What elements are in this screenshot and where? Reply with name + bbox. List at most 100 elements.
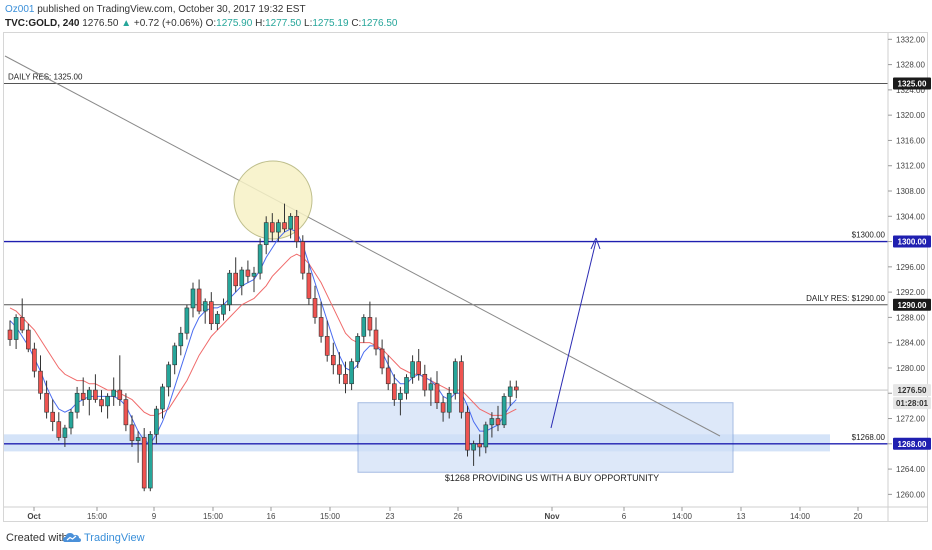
- price-tick-label: 1280.00: [896, 364, 925, 373]
- price-tick-label: 1312.00: [896, 162, 925, 171]
- created-with-text: Created with: [6, 532, 68, 544]
- footer: Created with TradingView: [0, 526, 932, 550]
- candle-body: [99, 399, 104, 407]
- price-tick-label: 1288.00: [896, 313, 925, 322]
- price-change: +0.72 (+0.06%): [133, 18, 203, 29]
- up-arrow-icon: ▲: [121, 18, 132, 29]
- candle-body: [483, 424, 489, 448]
- candle-body: [489, 418, 495, 426]
- author-link[interactable]: Oz001: [5, 4, 35, 15]
- candle-body: [337, 364, 342, 375]
- candle-body: [227, 272, 232, 306]
- candle-body: [196, 288, 202, 312]
- price-tag-label: 1276.50: [898, 386, 927, 395]
- price-tick-label: 1296.00: [896, 263, 925, 272]
- candle-body: [190, 288, 196, 309]
- candle-body: [25, 329, 31, 350]
- tradingview-brand[interactable]: TradingView: [84, 532, 145, 544]
- time-tick-label: 13: [737, 512, 746, 521]
- candle-body: [513, 386, 519, 391]
- candle-body: [38, 370, 43, 394]
- candle-body: [50, 411, 56, 422]
- candle-body: [87, 389, 92, 400]
- time-tick-label: 26: [454, 512, 463, 521]
- price-tick-label: 1316.00: [896, 136, 925, 145]
- candle-body: [129, 424, 135, 441]
- downtrend-line[interactable]: [4, 55, 721, 437]
- candle-body: [410, 361, 415, 378]
- time-tick-label: 23: [386, 512, 395, 521]
- candle-body: [385, 367, 391, 385]
- candle-body: [288, 215, 293, 230]
- candle-body: [202, 301, 208, 312]
- candle-body: [68, 411, 74, 429]
- candle-body: [245, 269, 251, 277]
- price-tag-label: 1325.00: [898, 80, 927, 89]
- candle-body: [416, 361, 422, 375]
- candle-body: [477, 443, 483, 448]
- tradingview-logo-icon: [63, 533, 81, 542]
- candle-body: [276, 222, 281, 233]
- price-tick-label: 1324.00: [896, 86, 925, 95]
- price-tag-label: 1290.00: [898, 301, 927, 310]
- price-tick-label: 1304.00: [896, 212, 925, 221]
- ma-slow-line: [9, 253, 517, 416]
- price-tick-label: 1308.00: [896, 187, 925, 196]
- time-tick-label: 16: [267, 512, 276, 521]
- time-tick-label: 15:00: [320, 512, 341, 521]
- candle-body: [282, 222, 287, 230]
- time-tick-label: 14:00: [672, 512, 693, 521]
- candle-body: [135, 437, 141, 441]
- candle-body: [32, 348, 37, 372]
- symbol-label[interactable]: TVC:GOLD, 240: [5, 18, 80, 29]
- candle-body: [215, 313, 220, 325]
- candle-body: [398, 392, 403, 400]
- price-tag-label: 01:28:01: [896, 399, 929, 408]
- price-tick-label: 1292.00: [896, 288, 925, 297]
- candle-body: [312, 298, 318, 318]
- candle-body: [105, 396, 110, 407]
- candle-body: [324, 336, 330, 356]
- hline-label-3: $1268.00: [852, 433, 886, 442]
- hline-label-2: DAILY RES: $1290.00: [806, 294, 885, 303]
- time-tick-label: Nov: [544, 512, 560, 521]
- high-label: H:: [255, 18, 266, 29]
- arrow-head-icon: [590, 237, 601, 250]
- price-tick-label: 1328.00: [896, 61, 925, 70]
- candle-body: [74, 392, 80, 413]
- candle-body: [355, 336, 361, 362]
- price-tick-label: 1320.00: [896, 111, 925, 120]
- open-label: O:: [205, 18, 217, 29]
- candle-body: [452, 361, 458, 394]
- time-tick-label: 9: [152, 512, 157, 521]
- candle-body: [373, 329, 379, 350]
- candle-body: [80, 392, 86, 400]
- candle-body: [294, 215, 300, 242]
- price-tag-box: [893, 384, 931, 397]
- price-tag-label: 1300.00: [898, 238, 927, 247]
- candle-body: [221, 304, 226, 315]
- price-tag-box: [893, 235, 931, 248]
- candle-body: [459, 361, 464, 413]
- buy-zone-label: $1268 PROVIDING US WITH A BUY OPPORTUNIT…: [445, 473, 659, 483]
- time-tick-label: 15:00: [87, 512, 108, 521]
- candle-body: [471, 443, 476, 451]
- price-tag-box: [893, 77, 931, 90]
- candle-body: [367, 317, 373, 331]
- high-value: 1277.50: [265, 18, 302, 29]
- candle-body: [318, 317, 324, 337]
- hline-label-1: $1300.00: [852, 231, 886, 240]
- candle-body: [507, 386, 513, 397]
- candle-body: [300, 241, 306, 274]
- candle-body: [465, 411, 470, 451]
- low-label: L:: [304, 18, 313, 29]
- chart-header: Oz001 published on TradingView.com, Octo…: [0, 0, 932, 32]
- candle-body: [154, 408, 159, 435]
- buy-zone-box[interactable]: [357, 402, 734, 473]
- candle-body: [349, 361, 354, 385]
- price-tag-box: [893, 298, 931, 311]
- time-tick-label: 14:00: [790, 512, 811, 521]
- price-tick-label: 1264.00: [896, 465, 925, 474]
- candle-body: [379, 348, 385, 369]
